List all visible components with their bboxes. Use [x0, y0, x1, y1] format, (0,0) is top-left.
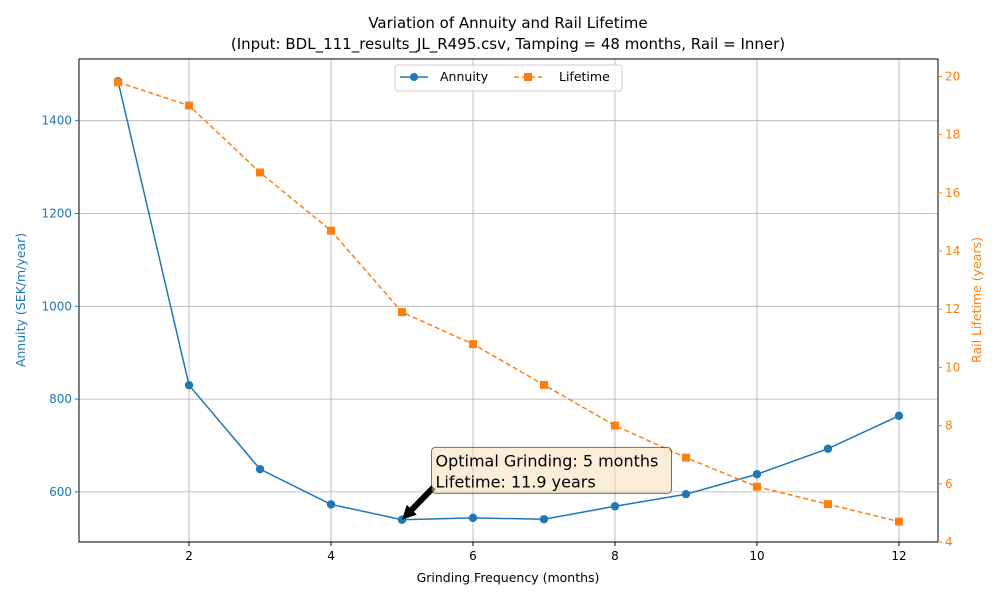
y-axis-label-right: Rail Lifetime (years)	[969, 237, 984, 363]
lifetime-point	[327, 226, 336, 235]
series-layer	[113, 77, 904, 526]
annuity-point	[184, 380, 194, 390]
lifetime-point	[539, 380, 548, 389]
annuity-point	[610, 502, 620, 511]
annotation-line1: Optimal Grinding: 5 months	[436, 451, 659, 470]
annuity-point	[823, 444, 833, 453]
legend-annuity-label: Annuity	[440, 69, 489, 84]
annotation-box	[431, 446, 673, 494]
grid-layer	[79, 59, 938, 542]
legend-annuity-marker	[410, 73, 418, 81]
lifetime-series-line	[117, 81, 900, 523]
y-left-tick-label: 1200	[41, 207, 72, 221]
x-tick-label: 12	[891, 549, 906, 563]
y-right-tick-label: 8	[945, 419, 953, 433]
lifetime-point	[185, 101, 194, 110]
x-tick-label: 4	[327, 549, 335, 563]
x-tick-label: 8	[611, 549, 619, 563]
plot-frame	[78, 58, 939, 543]
annuity-point	[681, 490, 691, 499]
y-left-tick-label: 600	[49, 485, 72, 499]
annotation-arrow	[402, 485, 436, 520]
x-tick-label: 2	[185, 549, 193, 563]
y-right-tick-label: 12	[945, 302, 960, 316]
annuity-point	[752, 470, 762, 479]
y-right-tick-label: 10	[945, 360, 960, 374]
lifetime-point	[681, 453, 690, 462]
legend-lifetime-marker	[524, 73, 532, 81]
chart-title-line2: (Input: BDL_111_results_JL_R495.csv, Tam…	[231, 35, 785, 54]
y-right-tick-label: 4	[945, 535, 953, 549]
annotation-line2: Lifetime: 11.9 years	[436, 472, 596, 491]
y-right-tick-label: 20	[945, 69, 960, 83]
annuity-point	[539, 515, 549, 524]
y-axis-label-left: Annuity (SEK/m/year)	[13, 233, 28, 367]
y-right-tick-label: 6	[945, 477, 953, 491]
x-tick-label: 10	[749, 549, 764, 563]
annuity-point	[326, 500, 336, 509]
lifetime-point	[256, 168, 265, 177]
optimal-annotation: Optimal Grinding: 5 months Lifetime: 11.…	[402, 446, 673, 520]
y-left-tick-label: 1400	[41, 114, 72, 128]
y-right-tick-label: 14	[945, 244, 960, 258]
annuity-point	[468, 513, 478, 523]
legend: Annuity Lifetime	[394, 64, 623, 92]
y-right-tick-label: 18	[945, 128, 960, 142]
legend-box	[394, 64, 623, 92]
y-right-tick-label: 16	[945, 186, 960, 200]
y-left-tick-label: 800	[49, 392, 72, 406]
chart-title-line1: Variation of Annuity and Rail Lifetime	[368, 14, 647, 32]
lifetime-point	[469, 340, 478, 349]
lifetime-point	[894, 517, 903, 526]
y-left-tick-label: 1000	[41, 299, 72, 313]
lifetime-point	[823, 500, 832, 509]
x-tick-label: 6	[469, 549, 477, 563]
legend-lifetime-label: Lifetime	[559, 69, 610, 84]
lifetime-point	[398, 308, 407, 317]
lifetime-point	[114, 78, 123, 87]
lifetime-point	[610, 421, 619, 430]
lifetime-point	[752, 482, 761, 491]
annuity-point	[255, 464, 265, 474]
axis-layer: 2 4 6 8 10 12 600 800 1000 1200 1400 4 6 8 10 12 14 16 18 2…	[41, 69, 960, 563]
annuity-point	[894, 411, 904, 420]
x-axis-label: Grinding Frequency (months)	[417, 570, 600, 585]
annuity-series-line	[117, 81, 900, 521]
